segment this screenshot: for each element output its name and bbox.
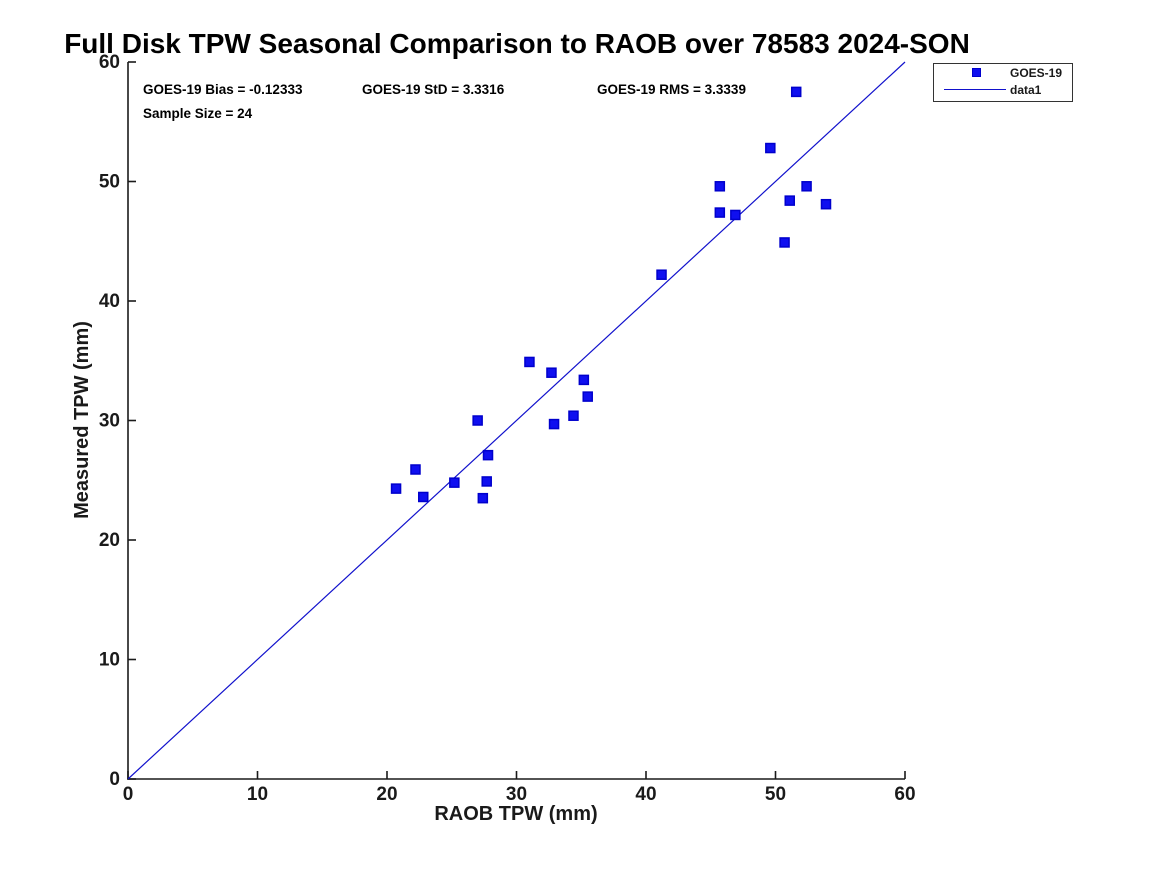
scatter-series — [390, 86, 832, 504]
axis-tick-labels: 0 10 20 30 40 50 60 0 10 20 30 40 50 60 — [99, 52, 916, 805]
y-tick-label: 40 — [99, 291, 120, 312]
scatter-point — [477, 492, 489, 504]
scatter-point — [546, 367, 557, 378]
scatter-point — [481, 476, 492, 487]
x-tick-label: 10 — [247, 784, 268, 805]
scatter-point — [790, 86, 802, 98]
scatter-point — [765, 142, 776, 154]
x-axis-label: RAOB TPW (mm) — [434, 803, 597, 825]
y-tick-label: 20 — [99, 530, 120, 551]
x-tick-label: 50 — [765, 784, 786, 805]
x-tick-label: 60 — [894, 784, 915, 805]
identity-line — [127, 61, 906, 780]
y-tick-label: 60 — [99, 52, 120, 73]
scatter-point — [390, 483, 402, 494]
scatter-point — [449, 477, 460, 488]
scatter-point — [779, 237, 790, 248]
scatter-marker-icon — [972, 68, 981, 77]
scatter-point — [472, 415, 483, 426]
y-tick-label: 30 — [99, 411, 120, 432]
scatter-point — [578, 374, 590, 386]
chart-title: Full Disk TPW Seasonal Comparison to RAO… — [64, 28, 970, 59]
y-axis-label: Measured TPW (mm) — [71, 321, 93, 519]
legend-label-data1: data1 — [1010, 83, 1042, 97]
axis-ticks — [127, 61, 906, 780]
stat-rms-text: GOES-19 RMS = 3.3339 — [597, 82, 746, 97]
legend-glyph-column — [942, 66, 1006, 81]
scatter-point — [656, 269, 667, 280]
stat-bias-text: GOES-19 Bias = -0.12333 — [143, 82, 303, 97]
scatter-point — [482, 449, 494, 461]
y-tick-label: 50 — [99, 172, 120, 193]
legend-glyph-column — [942, 83, 1006, 98]
scatter-point — [714, 181, 726, 192]
y-tick-label: 0 — [109, 769, 120, 790]
x-tick-label: 20 — [376, 784, 397, 805]
scatter-point — [418, 491, 429, 503]
x-tick-label: 30 — [506, 784, 527, 805]
scatter-point — [801, 181, 812, 192]
scatter-point — [820, 198, 832, 210]
scatter-point — [730, 209, 741, 221]
scatter-point — [784, 195, 795, 206]
y-tick-label: 10 — [99, 650, 120, 671]
scatter-point — [568, 410, 579, 421]
x-tick-label: 40 — [635, 784, 656, 805]
legend: GOES-19 data1 — [933, 63, 1073, 102]
scatter-point — [548, 418, 560, 430]
line-sample-icon — [944, 89, 1006, 90]
x-tick-label: 0 — [123, 784, 134, 805]
scatter-point — [524, 356, 535, 368]
scatter-point — [582, 391, 593, 402]
legend-label-goes19: GOES-19 — [1010, 66, 1063, 80]
identity-line-series — [127, 61, 906, 780]
stat-sample-size-text: Sample Size = 24 — [143, 106, 253, 121]
scatter-point — [410, 464, 421, 475]
legend-entry-data1: data1 — [934, 83, 1072, 98]
scatter-point — [714, 207, 726, 218]
stat-std-text: GOES-19 StD = 3.3316 — [362, 82, 505, 97]
legend-entry-goes19: GOES-19 — [934, 66, 1072, 81]
